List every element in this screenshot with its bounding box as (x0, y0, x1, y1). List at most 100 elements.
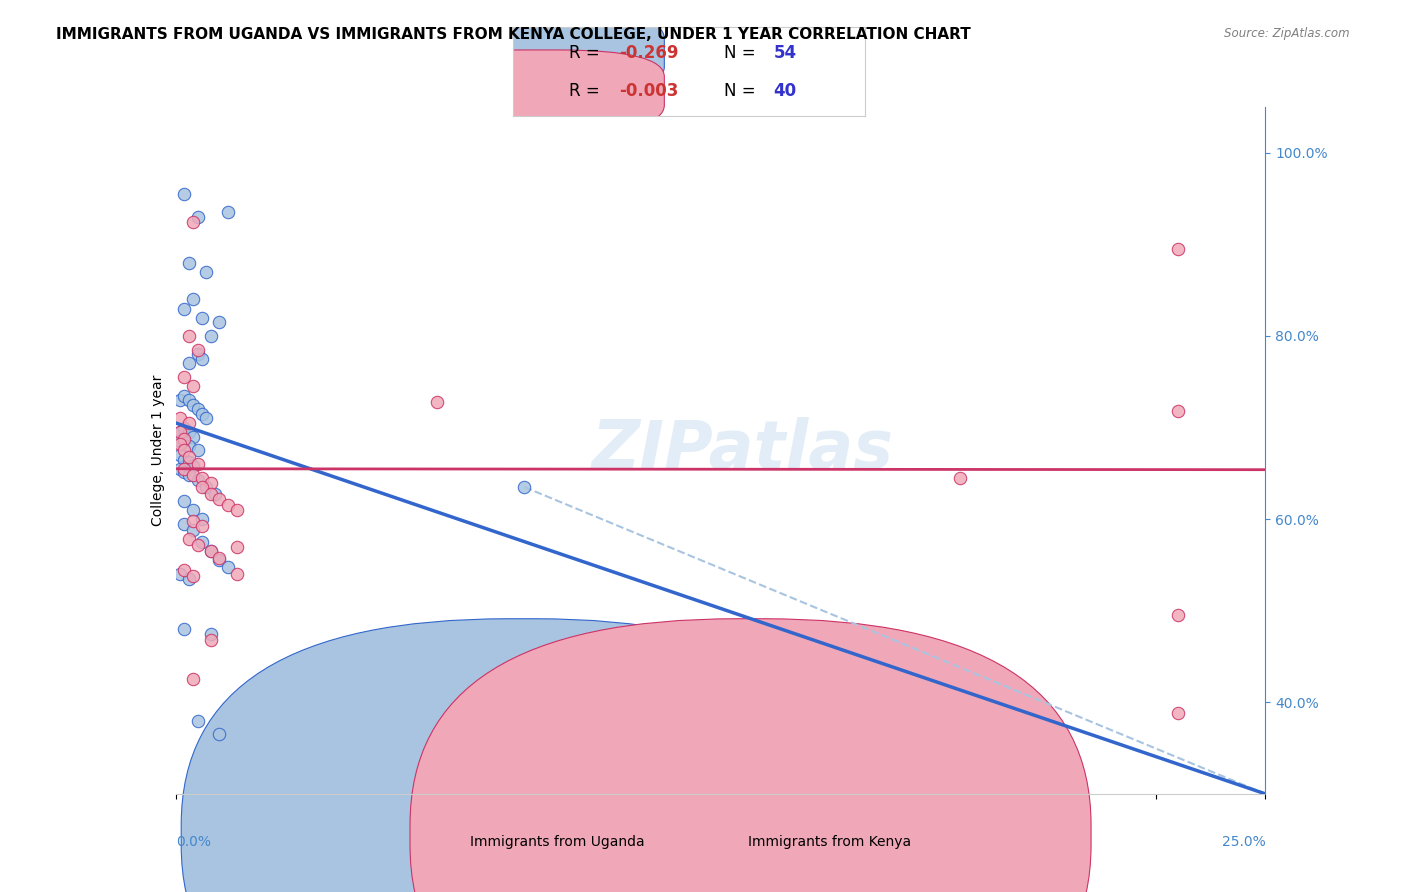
Point (1167, 608, 1189, 623)
Point (200, 486, 222, 500)
Point (177, 455, 200, 469)
Point (217, 499, 239, 513)
Point (169, 425, 191, 439)
Point (200, 544, 222, 558)
Point (181, 468, 204, 483)
Point (217, 205, 239, 219)
Point (191, 519, 214, 533)
Point (173, 516, 195, 531)
Point (177, 356, 200, 370)
Text: Source: ZipAtlas.com: Source: ZipAtlas.com (1225, 27, 1350, 40)
Point (173, 493, 195, 508)
Point (169, 411, 191, 425)
Point (173, 420, 195, 434)
Point (208, 553, 231, 567)
Point (204, 486, 226, 500)
Point (173, 462, 195, 476)
Point (186, 443, 209, 458)
Point (181, 379, 204, 393)
Point (169, 393, 191, 408)
Point (181, 503, 204, 517)
Point (225, 567, 247, 582)
Point (186, 347, 209, 361)
Point (173, 434, 195, 449)
Point (173, 452, 195, 467)
Point (173, 465, 195, 479)
Point (1167, 404, 1189, 418)
Point (169, 448, 191, 462)
Point (169, 567, 191, 582)
Point (177, 425, 200, 439)
Point (225, 503, 247, 517)
FancyBboxPatch shape (419, 50, 664, 132)
Point (217, 559, 239, 574)
Point (169, 434, 191, 449)
Point (181, 430, 204, 444)
Text: ZIPatlas: ZIPatlas (592, 417, 893, 483)
Point (181, 214, 204, 228)
Point (191, 471, 214, 485)
Text: 25.0%: 25.0% (1222, 835, 1265, 849)
Text: IMMIGRANTS FROM UGANDA VS IMMIGRANTS FROM KENYA COLLEGE, UNDER 1 YEAR CORRELATIO: IMMIGRANTS FROM UGANDA VS IMMIGRANTS FRO… (56, 27, 972, 42)
Point (181, 673, 204, 687)
Point (177, 393, 200, 408)
Text: R =: R = (569, 44, 606, 62)
Y-axis label: College, Under 1 year: College, Under 1 year (150, 375, 165, 526)
Point (181, 398, 204, 412)
FancyBboxPatch shape (181, 619, 862, 892)
Point (191, 407, 214, 421)
Point (208, 315, 231, 329)
Point (177, 468, 200, 483)
Text: N =: N = (724, 82, 761, 100)
Text: R =: R = (569, 82, 606, 100)
Point (186, 538, 209, 552)
Point (208, 491, 231, 506)
Point (181, 523, 204, 537)
Point (181, 458, 204, 473)
Point (169, 462, 191, 476)
Text: 54: 54 (773, 44, 796, 62)
Point (225, 540, 247, 554)
Point (200, 329, 222, 343)
Point (208, 550, 231, 565)
Point (177, 439, 200, 453)
Point (200, 626, 222, 640)
Point (208, 727, 231, 741)
Point (177, 329, 200, 343)
Point (191, 480, 214, 494)
Point (173, 622, 195, 636)
Point (195, 265, 218, 279)
Text: -0.269: -0.269 (619, 44, 678, 62)
Point (181, 293, 204, 307)
Text: N =: N = (724, 44, 761, 62)
Point (177, 572, 200, 586)
Point (173, 443, 195, 458)
Point (1167, 706, 1189, 721)
Point (173, 301, 195, 316)
Point (177, 533, 200, 547)
Point (173, 388, 195, 402)
Point (195, 480, 218, 494)
Point (169, 425, 191, 439)
FancyBboxPatch shape (411, 619, 1091, 892)
Point (186, 210, 209, 224)
Point (177, 256, 200, 270)
Point (177, 450, 200, 464)
Point (200, 633, 222, 648)
Text: Immigrants from Kenya: Immigrants from Kenya (748, 835, 911, 849)
Point (186, 402, 209, 417)
Point (195, 411, 218, 425)
Point (186, 343, 209, 357)
Point (191, 310, 214, 325)
Point (191, 351, 214, 366)
Point (186, 473, 209, 487)
Point (1167, 242, 1189, 256)
Point (173, 432, 195, 446)
Text: Immigrants from Uganda: Immigrants from Uganda (470, 835, 644, 849)
Point (169, 437, 191, 451)
Point (200, 544, 222, 558)
Point (191, 535, 214, 549)
Point (173, 562, 195, 576)
Point (181, 514, 204, 528)
Point (186, 457, 209, 471)
